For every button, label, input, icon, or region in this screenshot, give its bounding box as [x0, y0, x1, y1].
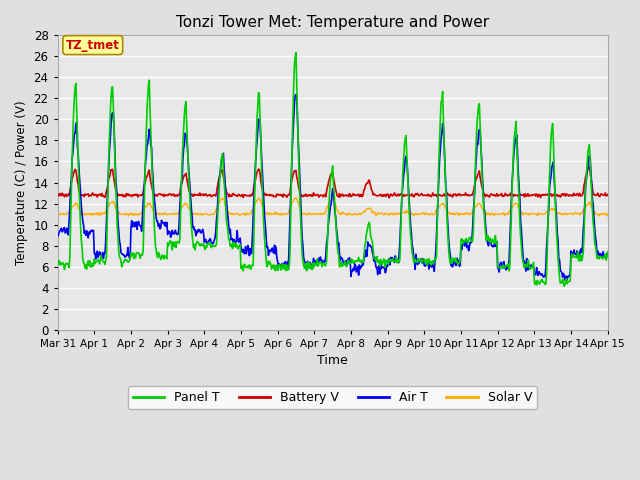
- Y-axis label: Temperature (C) / Power (V): Temperature (C) / Power (V): [15, 100, 28, 265]
- Title: Tonzi Tower Met: Temperature and Power: Tonzi Tower Met: Temperature and Power: [176, 15, 489, 30]
- X-axis label: Time: Time: [317, 354, 348, 367]
- Legend: Panel T, Battery V, Air T, Solar V: Panel T, Battery V, Air T, Solar V: [128, 386, 537, 409]
- Text: TZ_tmet: TZ_tmet: [66, 38, 120, 51]
